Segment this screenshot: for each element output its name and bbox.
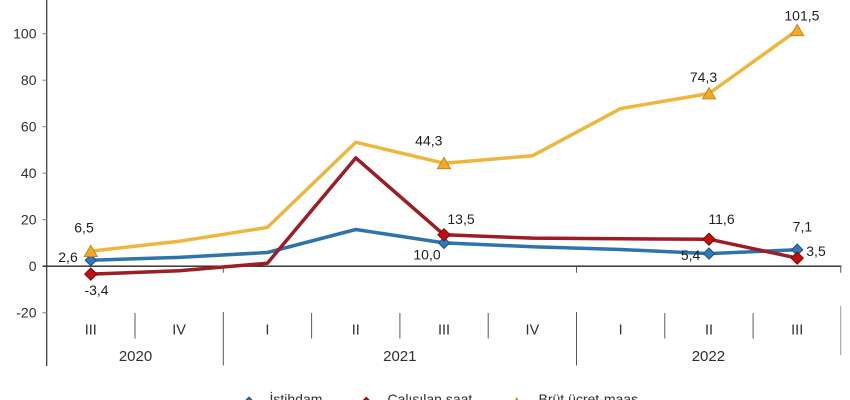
svg-text:IV: IV: [172, 323, 186, 339]
svg-text:6,5: 6,5: [74, 220, 94, 236]
svg-text:40: 40: [21, 165, 37, 181]
svg-text:II: II: [352, 323, 360, 339]
svg-text:2021: 2021: [383, 348, 416, 365]
svg-text:3,5: 3,5: [806, 243, 826, 259]
svg-text:44,3: 44,3: [415, 133, 442, 149]
svg-text:IV: IV: [526, 323, 540, 339]
svg-text:III: III: [791, 323, 803, 339]
svg-text:III: III: [85, 323, 97, 339]
svg-text:I: I: [265, 323, 269, 339]
svg-text:80: 80: [21, 72, 37, 88]
svg-text:11,6: 11,6: [708, 211, 734, 227]
svg-text:Çalışılan saat: Çalışılan saat: [388, 391, 473, 400]
svg-text:7,1: 7,1: [793, 219, 813, 235]
svg-text:13,5: 13,5: [447, 211, 474, 227]
svg-text:0: 0: [29, 258, 37, 274]
svg-text:Brüt ücret-maaş: Brüt ücret-maaş: [539, 391, 639, 400]
svg-text:10,0: 10,0: [413, 247, 440, 263]
svg-text:II: II: [705, 323, 713, 339]
svg-text:60: 60: [21, 119, 37, 135]
svg-text:-3,4: -3,4: [84, 282, 108, 298]
svg-text:2020: 2020: [119, 348, 152, 365]
svg-text:İstihdam: İstihdam: [270, 390, 323, 400]
svg-text:100: 100: [13, 26, 37, 42]
svg-text:2,6: 2,6: [58, 249, 78, 265]
svg-text:20: 20: [21, 212, 37, 228]
svg-text:III: III: [438, 323, 450, 339]
svg-text:I: I: [619, 323, 623, 339]
svg-text:5,4: 5,4: [681, 247, 701, 263]
svg-text:-20: -20: [16, 305, 36, 321]
svg-text:101,5: 101,5: [784, 8, 819, 24]
svg-text:2022: 2022: [692, 348, 725, 365]
svg-text:74,3: 74,3: [690, 69, 717, 85]
